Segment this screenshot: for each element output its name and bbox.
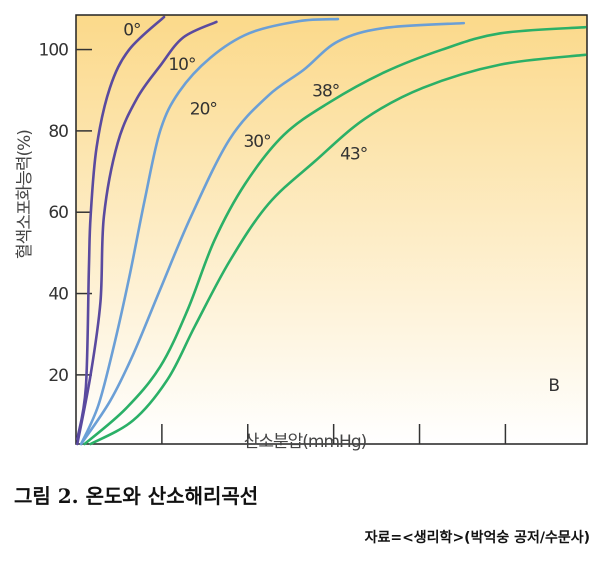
plot-area [75,14,588,445]
curve-label: 0° [123,20,140,40]
x-tick-label: 40 [238,459,258,460]
curve-43deg [89,53,587,446]
figure-caption: 그림 2. 온도와 산소해리곡선 [14,484,259,508]
x-tick-label: 80 [410,459,430,460]
curve-20deg [79,17,340,446]
figure-source: 자료=<생리학>(박억숭 공저/수문사) [364,530,590,546]
curve-label: 30° [243,132,270,152]
y-tick-label: 100 [39,41,69,61]
curve-30deg [79,21,466,446]
curve-label: 10° [168,55,195,75]
y-tick-label: 20 [48,366,68,386]
x-tick-label: 20 [152,459,172,460]
curve-label: 43° [340,144,367,164]
x-tick-label: 0 [71,459,81,460]
x-axis-title: 산소분압(mmHg) [244,432,367,452]
y-tick-label: 60 [48,203,68,223]
curve-label: 20° [190,100,217,120]
y-axis-title: 혈색소포화능력(%) [15,130,35,259]
y-tick-label: 80 [48,122,68,142]
x-tick-label: 100 [491,459,521,460]
curve-label: 38° [312,81,339,101]
panel-label: B [548,376,559,396]
curve-38deg [83,25,587,446]
curve-10deg [75,20,218,446]
y-tick-label: 40 [48,285,68,305]
x-tick-label: 60 [324,459,344,460]
curve-0deg [75,15,166,441]
oxygen-dissociation-chart: 0 20 40 60 80 100 20 40 60 80 100 0° 10° 20° 30° 38° 43… [15,14,588,460]
